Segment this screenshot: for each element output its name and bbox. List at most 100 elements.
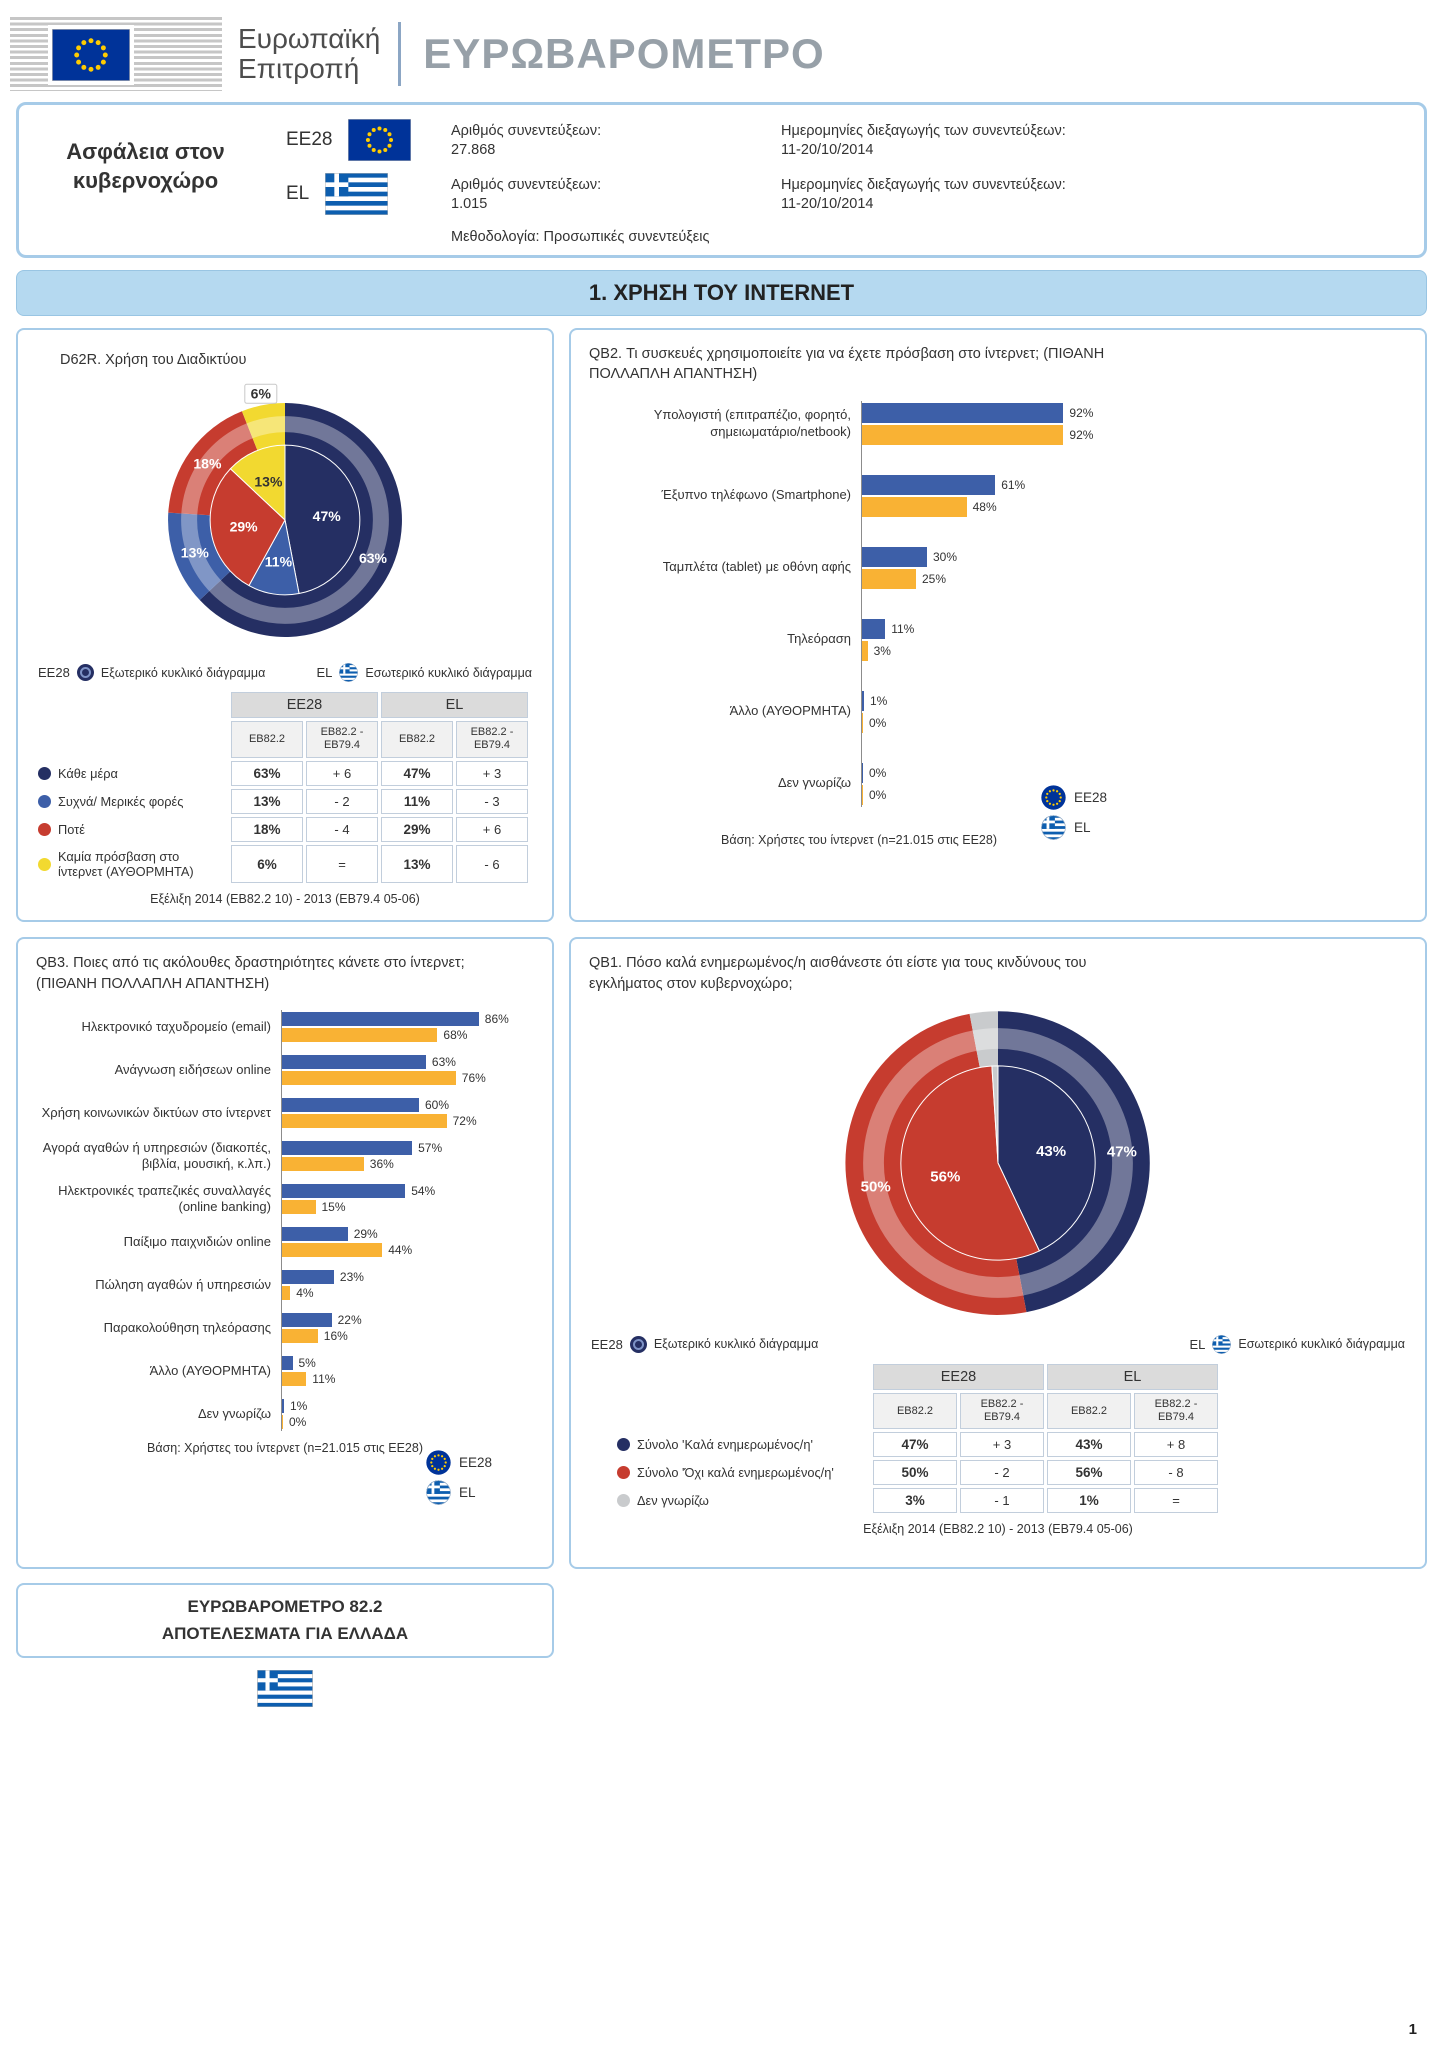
bar-EL: [861, 568, 916, 589]
bar-EE28: [281, 1226, 348, 1241]
eu-flag-icon: [426, 1450, 451, 1476]
pie-slice-inner: [284, 444, 361, 595]
table-value: 1%: [1047, 1488, 1131, 1514]
bar-EE28: [281, 1011, 479, 1026]
bar-EE28: [281, 1355, 293, 1370]
bar-EL: [281, 1156, 364, 1171]
bar-pair: 57% 36%: [281, 1139, 534, 1173]
axis-line: [861, 400, 862, 807]
bar-EE28: [861, 690, 864, 711]
table-group-header: EE28: [873, 1363, 1044, 1390]
table-value: 29%: [381, 816, 453, 842]
bar-row: 29%: [281, 1226, 534, 1241]
legend-text: Εσωτερικό κυκλικό διάγραμμα: [1238, 1337, 1405, 1352]
legend-ee28: EE28: [426, 1450, 492, 1476]
pie-slice-inner: [900, 1065, 1041, 1261]
legend-el: EL: [426, 1480, 492, 1506]
bar-value: 0%: [289, 1414, 307, 1429]
table-row-label: Κάθε μέρα: [36, 760, 228, 786]
table-row-label: Συχνά/ Μερικές φορές: [36, 788, 228, 814]
bar-value: 1%: [870, 693, 888, 708]
bar-category-label: Παρακολούθηση τηλεόρασης: [103, 1319, 271, 1335]
axis-line: [281, 1009, 282, 1431]
pie-svg: 63% 13% 18% 6% 47% 11% 29% 13%: [168, 384, 402, 638]
bar-group: Ηλεκτρονικό ταχυδρομείο (email) 86% 68%: [36, 1010, 534, 1044]
interviews-label: Αριθμός συνεντεύξεων:: [451, 176, 602, 193]
table-row-label: Καμία πρόσβαση στο ίντερνετ (ΑΥΘΟΡΜΗΤΑ): [36, 844, 228, 884]
legend-text: Εσωτερικό κυκλικό διάγραμμα: [365, 665, 532, 680]
base-note: Βάση: Χρήστες του ίντερνετ (n=21.015 στι…: [721, 832, 997, 847]
bar-value: 0%: [869, 787, 887, 802]
legend-ee28: EE28 Εξωτερικό κυκλικό διάγραμμα: [38, 664, 265, 682]
bar-EE28: [861, 402, 1064, 423]
country-ee28: EE28: [286, 119, 451, 161]
bar-category-label: Άλλο (ΑΥΘΟΡΜΗΤΑ): [149, 1362, 271, 1378]
results-table: EE28 EL EB82.2 EB82.2 - EB79.4 EB82.2 EB82.2 …: [36, 692, 534, 884]
table-value: - 3: [456, 788, 528, 814]
bar-category-label: Ηλεκτρονικές τραπεζικές συναλλαγές (onli…: [58, 1182, 271, 1214]
page-number: 1: [1408, 2021, 1417, 2038]
legend-code: EL: [1189, 1336, 1206, 1352]
panel-awareness: QB1. Πόσο καλά ενημερωμένος/η αισθάνεστε…: [569, 937, 1427, 1570]
evolution-note: Εξέλιξη 2014 (EB82.2 10) - 2013 (EB79.4 …: [863, 1522, 1133, 1537]
bar-EE28: [281, 1140, 413, 1155]
legend-label: EE28: [1074, 790, 1108, 806]
bar-row: 86%: [281, 1011, 534, 1026]
outer-ring-icon: [629, 1335, 647, 1353]
bar-group: Χρήση κοινωνικών δικτύων στο ίντερνετ 60…: [36, 1096, 534, 1130]
greek-flag-icon: [1212, 1335, 1232, 1354]
bar-EE28: [861, 618, 886, 639]
table-sub-header: EB82.2: [231, 721, 303, 758]
bar-pair: 1% 0%: [861, 689, 1407, 735]
pie-label: 43%: [1036, 1143, 1066, 1160]
table-value: - 2: [960, 1460, 1044, 1486]
legend-el: EL: [1041, 815, 1107, 841]
pie-label: 63%: [359, 550, 388, 566]
bar-EL: [861, 640, 868, 661]
pie-slice-inner: [209, 468, 286, 587]
dates-value: 11-20/10/2014: [781, 141, 874, 158]
eu-flag-icon: [48, 25, 134, 85]
bar-value: 11%: [312, 1371, 336, 1386]
bar-EL: [281, 1285, 291, 1300]
table-value: 3%: [873, 1488, 957, 1514]
bar-row: 30%: [861, 546, 1407, 567]
commission-name-line1: Ευρωπαϊκή: [238, 22, 381, 54]
chart-title: QB3. Ποιες από τις ακόλουθες δραστηριότη…: [36, 955, 465, 992]
bar-EL: [861, 712, 863, 733]
bar-group: Αγορά αγαθών ή υπηρεσιών (διακοπές, βιβλ…: [36, 1139, 534, 1173]
interviews-el: Αριθμός συνεντεύξεων: 1.015: [451, 177, 781, 212]
bar-EE28: [281, 1097, 419, 1112]
bar-row: 92%: [861, 424, 1407, 445]
greek-flag-icon: [426, 1480, 451, 1506]
footer-column: ΕΥΡΩΒΑΡΟΜΕΤΡΟ 82.2 ΑΠΟΤΕΛΕΣΜΑΤΑ ΓΙΑ ΕΛΛΑ…: [16, 1583, 554, 1712]
bar-pair: 63% 76%: [281, 1053, 534, 1087]
table-group-header: EL: [381, 692, 528, 719]
table-value: 50%: [873, 1460, 957, 1486]
bar-category-label: Πώληση αγαθών ή υπηρεσιών: [95, 1276, 271, 1292]
table-value: + 3: [456, 760, 528, 786]
bar-EE28: [861, 474, 996, 495]
pie-label: 47%: [1107, 1143, 1137, 1160]
greek-flag-icon: [257, 1670, 313, 1708]
pie-legend: EE28 Εξωτερικό κυκλικό διάγραμμα EL Εσωτ…: [38, 663, 532, 683]
bar-row: 23%: [281, 1269, 534, 1284]
bar-value: 61%: [1001, 477, 1026, 492]
table-value: + 3: [960, 1432, 1044, 1458]
dates-value: 11-20/10/2014: [781, 195, 874, 212]
table-sub-header: EB82.2: [381, 721, 453, 758]
table-sub-header: EB82.2 - EB79.4: [456, 721, 528, 758]
legend-label: EL: [458, 1485, 476, 1501]
bar-value: 16%: [323, 1328, 348, 1343]
commission-name: Ευρωπαϊκή Επιτροπή: [238, 22, 381, 84]
pie-label: 13%: [181, 545, 210, 561]
table-row-label: Σύνολο 'Όχι καλά ενημερωμένος/η': [615, 1460, 870, 1486]
bar-category-label: Άλλο (ΑΥΘΟΡΜΗΤΑ): [729, 703, 851, 719]
bar-group: Ταμπλέτα (tablet) με οθόνη αφής 30% 25%: [589, 545, 1407, 591]
country-code: EE28: [286, 129, 333, 150]
bar-category-label: Παίξιμο παιχνιδιών online: [123, 1233, 271, 1249]
bar-pair: 1% 0%: [281, 1397, 534, 1431]
devices-bar-chart: Υπολογιστή (επιτραπέζιο, φορητό, σημειωμ…: [589, 400, 1407, 807]
eu-flag-icon: [348, 119, 412, 161]
